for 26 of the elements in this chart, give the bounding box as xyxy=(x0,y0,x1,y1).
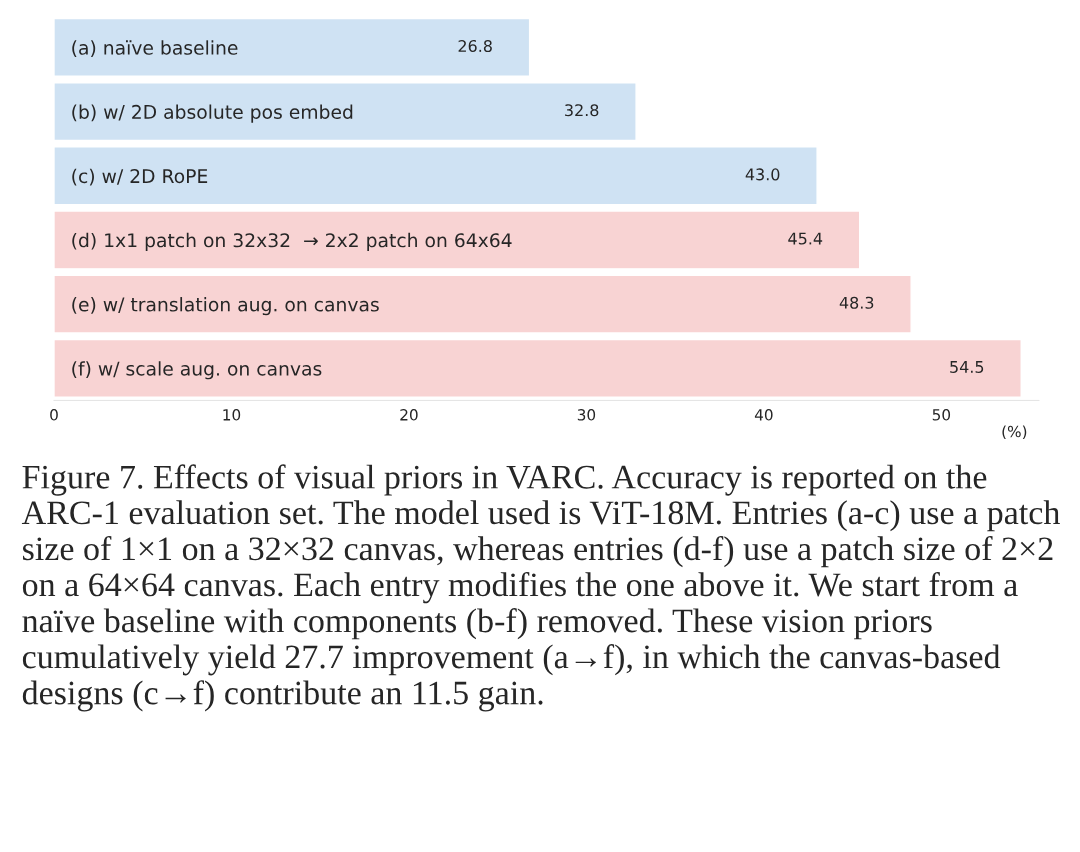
x-tick-label: 20 xyxy=(400,409,418,421)
data-label: 54.5 xyxy=(950,361,984,373)
x-tick-label: 40 xyxy=(754,409,773,421)
data-label: 32.8 xyxy=(565,104,599,117)
bar xyxy=(54,210,861,270)
y-tick-label: (b) w/ 2D absolute pos embed xyxy=(72,104,353,123)
data-label: 48.3 xyxy=(839,296,874,309)
bar xyxy=(54,146,818,206)
y-tick-label: (f) w/ scale aug. on canvas xyxy=(72,361,322,380)
bar xyxy=(54,82,637,142)
x-tick-label: 30 xyxy=(577,409,596,421)
data-label: 45.4 xyxy=(788,232,823,245)
x-axis-title: (%) xyxy=(1002,425,1027,440)
x-tick-label: 0 xyxy=(50,409,58,421)
x-tick-label: 10 xyxy=(223,409,241,421)
bar xyxy=(54,338,1022,398)
y-tick-label: (a) naïve baseline xyxy=(72,40,238,58)
bar xyxy=(54,17,531,78)
x-tick-label: 50 xyxy=(932,409,951,421)
y-tick-label: (e) w/ translation aug. on canvas xyxy=(72,297,379,316)
y-tick-label: (c) w/ 2D RoPE xyxy=(72,168,208,186)
caption: Figure 7. Effects of visual priors in VARC. Accuracy is reported on the ARC-1 evaluation set. The model used is ViT-18M. Entries (a-c) use a patch size of 1×1 on a 32×32 canvas, whereas entries (d-f) use a patch size of 2×2 on a 64×64 canvas. Each entry modifies the one above it. We start from a naïve baseline with components (b-f) removed. These vision priors cumulatively yield 27.7 improvement (a→f), in which the canvas-based designs (c→f) contribute an 11.5 gain. xyxy=(21,464,1060,712)
data-label: 43.0 xyxy=(745,168,780,181)
data-label: 26.8 xyxy=(458,39,492,53)
y-tick-label: (d) 1x1 patch on 32x32 → 2x2 patch on 64x64 xyxy=(72,232,512,251)
bar xyxy=(54,274,912,334)
